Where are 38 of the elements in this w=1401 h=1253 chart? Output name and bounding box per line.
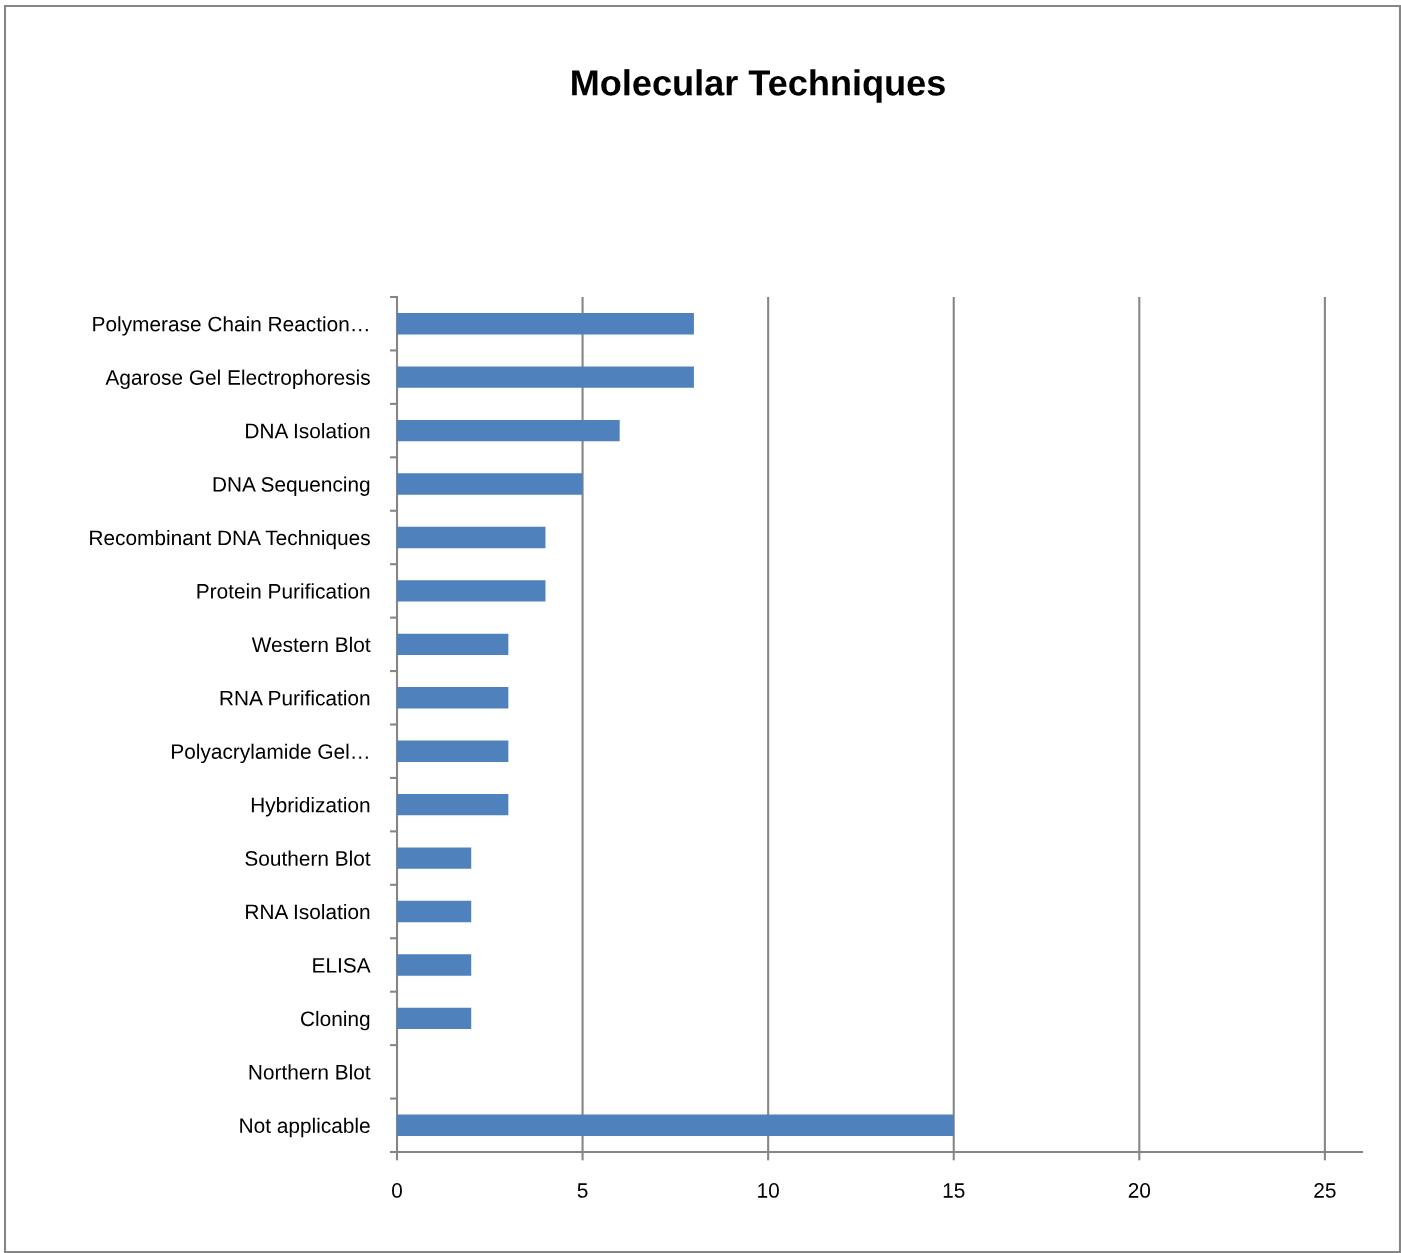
- bar: [397, 633, 509, 656]
- bar: [397, 1114, 954, 1136]
- y-tick-label: Western Blot: [251, 636, 371, 653]
- bar: [397, 580, 546, 602]
- y-tick-label: Polymerase Chain Reaction…: [93, 316, 368, 336]
- x-tick-label: 10: [758, 1183, 779, 1198]
- y-tick-label: RNA Purification: [220, 690, 370, 706]
- y-tick-label: Recombinant DNA Techniques: [90, 529, 370, 550]
- bar: [397, 900, 472, 923]
- y-tick-label: DNA Isolation: [246, 423, 370, 439]
- y-tick-label: Protein Purification: [197, 583, 370, 599]
- bar: [397, 740, 509, 762]
- x-tick-label: 15: [943, 1183, 965, 1198]
- y-tick-label: Southern Blot: [245, 850, 371, 866]
- bar: [397, 1007, 472, 1030]
- y-tick-label: DNA Sequencing: [213, 476, 370, 496]
- x-tick-label: 25: [1314, 1183, 1336, 1198]
- bar: [397, 847, 472, 869]
- bar: [397, 419, 620, 442]
- y-tick-label: Cloning: [301, 1010, 370, 1031]
- x-tick-label: 5: [577, 1183, 588, 1198]
- y-tick-label: ELISA: [313, 957, 371, 973]
- y-tick-label: Polyacrylamide Gel…: [172, 743, 368, 764]
- bar: [397, 366, 694, 388]
- bar: [397, 687, 509, 709]
- bar: [397, 793, 509, 816]
- y-tick-label: RNA Isolation: [246, 903, 370, 920]
- y-tick-label: Agarose Gel Electrophoresis: [105, 369, 370, 390]
- bar: [397, 526, 546, 549]
- x-tick-label: 0: [392, 1183, 402, 1198]
- y-tick-label: Not applicable: [240, 1117, 370, 1138]
- bar: [397, 313, 694, 335]
- y-tick-label: Northern Blot: [249, 1064, 371, 1080]
- bar: [397, 473, 583, 495]
- chart-title: Molecular Techniques: [572, 69, 945, 103]
- x-tick-label: 20: [1128, 1183, 1151, 1198]
- y-tick-label: Hybridization: [251, 797, 370, 817]
- bar: [397, 954, 472, 976]
